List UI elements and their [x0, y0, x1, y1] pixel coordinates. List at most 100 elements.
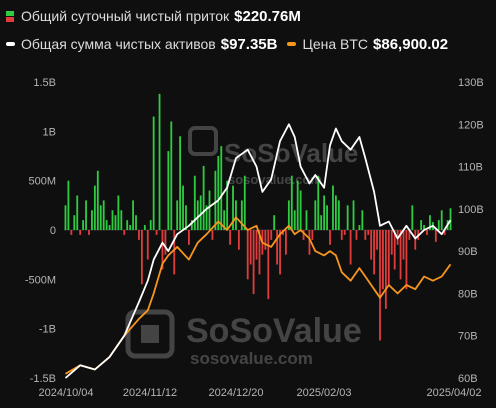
- inflow-bar: [82, 220, 85, 230]
- x-tick-label: 2024/11/12: [123, 387, 177, 399]
- inflow-bar: [132, 200, 134, 230]
- inflow-bar: [188, 230, 190, 245]
- watermark-small-logo-icon: [188, 126, 218, 156]
- inflow-bar: [361, 210, 364, 230]
- watermark-brand: SoSoValue: [186, 312, 362, 350]
- inflow-bar: [443, 230, 446, 235]
- inflow-bar: [196, 200, 199, 230]
- inflow-bar: [223, 210, 226, 230]
- x-tick-label: 2025/04/02: [426, 387, 481, 399]
- x-tick-label: 2024/10/04: [38, 387, 93, 399]
- inflow-bar: [252, 230, 255, 295]
- inflow-bar: [258, 230, 261, 275]
- x-tick-label: 2024/12/20: [208, 387, 263, 399]
- inflow-bar: [143, 225, 146, 230]
- watermark-logo-icon: [125, 309, 175, 359]
- inflow-bar: [414, 230, 417, 250]
- legend-net-inflow[interactable]: Общий суточный чистый приток $220.76M: [6, 8, 301, 25]
- legend-row-2: Общая сумма чистых активов $97.35B Цена …: [6, 30, 492, 58]
- y-right-tick-label: 60B: [458, 373, 478, 385]
- inflow-bar: [167, 151, 170, 230]
- inflow-bar: [405, 230, 408, 290]
- y-left-tick-label: 1.5B: [33, 77, 56, 89]
- inflow-bar: [235, 200, 237, 230]
- inflow-bar: [376, 230, 378, 250]
- inflow-bar: [185, 205, 187, 230]
- inflow-bar: [70, 230, 73, 235]
- total-assets-label: Общая сумма чистых активов: [21, 36, 216, 52]
- inflow-bar: [182, 185, 184, 230]
- inflow-bar: [211, 230, 214, 240]
- inflow-bar: [199, 195, 202, 230]
- inflow-bar: [111, 210, 114, 230]
- inflow-bar: [146, 230, 149, 260]
- inflow-bar: [355, 230, 358, 240]
- inflow-bar: [299, 190, 302, 230]
- inflow-bar: [164, 230, 167, 255]
- inflow-bar: [108, 225, 111, 230]
- inflow-bar: [314, 200, 317, 230]
- inflow-bar: [135, 215, 137, 230]
- inflow-bar: [364, 230, 367, 240]
- inflow-bar: [437, 220, 440, 230]
- y-right-tick-label: 130B: [458, 77, 484, 89]
- inflow-bar: [99, 205, 102, 230]
- inflow-bar: [449, 208, 452, 230]
- inflow-bar: [91, 210, 93, 230]
- inflow-bar: [255, 230, 258, 260]
- inflow-bar: [346, 205, 349, 230]
- inflow-bar: [323, 195, 326, 230]
- legend-btc-price[interactable]: Цена BTC $86,900.02: [287, 36, 448, 53]
- inflow-bar: [170, 121, 173, 230]
- inflow-bar: [426, 230, 428, 235]
- inflow-bar: [349, 230, 352, 265]
- inflow-bar: [73, 215, 76, 230]
- inflow-bar: [320, 215, 323, 230]
- inflow-bar: [120, 210, 123, 230]
- legend: Общий суточный чистый приток $220.76M Об…: [6, 2, 492, 58]
- y-left-tick-label: 0: [50, 225, 56, 237]
- inflow-bar: [308, 230, 311, 255]
- inflow-bar: [237, 230, 240, 250]
- inflow-bar: [158, 93, 161, 230]
- inflow-bar: [93, 185, 96, 230]
- inflow-bar: [240, 200, 243, 230]
- y-left-tick-label: 500M: [28, 176, 56, 188]
- inflow-bar: [420, 220, 423, 230]
- inflow-bar: [408, 230, 411, 240]
- inflow-bar: [279, 230, 281, 275]
- inflow-bar: [340, 230, 343, 240]
- inflow-bar: [382, 230, 384, 290]
- inflow-bar: [176, 200, 179, 230]
- legend-row-1: Общий суточный чистый приток $220.76M: [6, 2, 492, 30]
- inflow-bar: [384, 230, 387, 309]
- inflow-bar: [102, 200, 105, 230]
- inflow-bar: [220, 146, 223, 230]
- inflow-bar: [387, 230, 390, 285]
- y-right-tick-label: 90B: [458, 246, 478, 258]
- inflow-bar: [246, 230, 249, 280]
- inflow-bar: [129, 225, 132, 230]
- inflow-bar: [173, 230, 176, 275]
- inflow-bar: [105, 220, 108, 230]
- net-inflow-value: $220.76M: [234, 7, 301, 25]
- inflow-bar: [390, 230, 393, 255]
- inflow-bar: [208, 190, 211, 230]
- inflow-bar: [152, 116, 155, 230]
- total-assets-swatch-icon: [6, 42, 15, 46]
- inflow-bar: [205, 205, 208, 230]
- inflow-bar: [114, 215, 117, 230]
- inflow-bar: [155, 230, 158, 235]
- x-tick-label: 2025/02/03: [296, 387, 351, 399]
- y-right-tick-label: 120B: [458, 119, 484, 131]
- inflow-bar: [423, 225, 425, 230]
- inflow-bar: [290, 175, 293, 230]
- inflow-bar: [352, 200, 355, 230]
- y-left-tick-label: 1B: [43, 126, 56, 138]
- inflow-bar: [190, 220, 193, 230]
- inflow-bar: [276, 230, 279, 265]
- inflow-bar: [126, 220, 129, 230]
- legend-total-assets[interactable]: Общая сумма чистых активов $97.35B: [6, 36, 277, 53]
- inflow-bar: [96, 170, 99, 230]
